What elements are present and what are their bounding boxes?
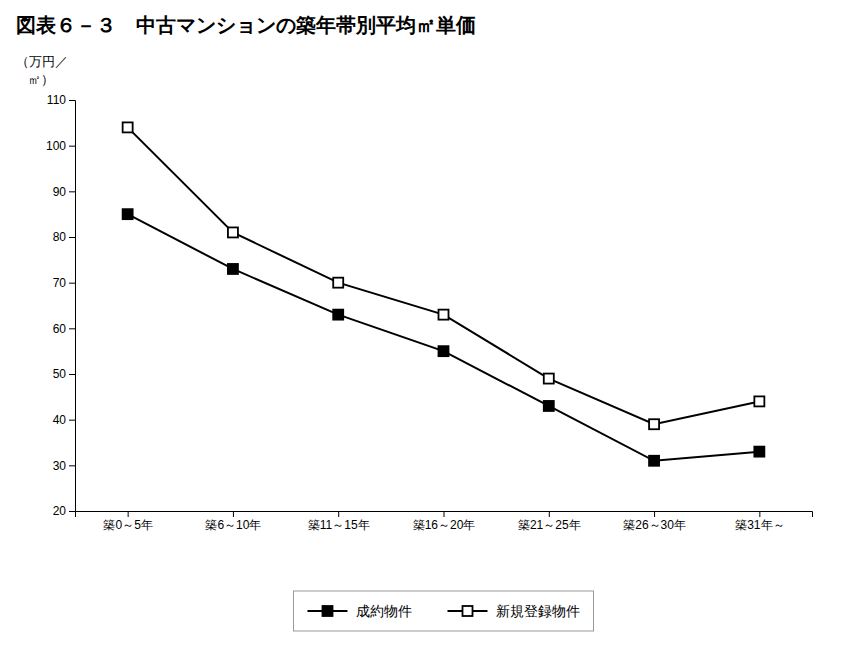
y-tick-mark [69, 283, 75, 284]
title: 図表６－３ 中古マンションの築年帯別平均㎡単価 [16, 13, 476, 37]
y-tick: 70 [53, 276, 75, 290]
line [128, 127, 760, 424]
y-axis-label: ㎡） [28, 72, 54, 87]
legend-item: 成約物件 [308, 603, 412, 619]
marks [123, 122, 765, 465]
y-tick-label: 70 [53, 276, 67, 290]
legend-marker [323, 606, 333, 616]
y-tick: 60 [53, 322, 75, 336]
y-tick: 40 [53, 413, 75, 427]
x-tick: 築16～20年 [413, 511, 476, 532]
y-axis: 20 30 40 50 60 70 80 90 100 110 [46, 93, 76, 518]
y-tick-mark [69, 328, 75, 329]
y-tick-mark [69, 191, 75, 192]
x-tick: 築0～5年 [103, 511, 152, 532]
legend-marker [463, 606, 473, 616]
x-axis: 築0～5年 築6～10年 築11～15年 築16～20年 築21～25年 築26～30年 築… [76, 511, 813, 532]
y-tick-label: 80 [53, 230, 67, 244]
marker [439, 346, 449, 356]
x-tick: 築26～30年 [623, 511, 686, 532]
chart: 図表６－３ 中古マンションの築年帯別平均㎡単価 （万円／ ㎡） 20 30 40 50 60 7… [0, 0, 842, 651]
series [123, 209, 765, 466]
x-tick-mark [654, 511, 655, 517]
y-tick-mark [69, 374, 75, 375]
y-tick-mark [69, 100, 75, 101]
y-tick-label: 20 [53, 504, 67, 518]
legend-items: 成約物件 新規登録物件 [308, 603, 580, 619]
plot: 20 30 40 50 60 70 80 90 100 110 築0～5年 築6～10年 築11～15年… [46, 93, 813, 531]
x-tick-label: 築16～20年 [413, 518, 476, 532]
marker [649, 419, 659, 429]
marker [544, 374, 554, 384]
x-axis-line [76, 512, 813, 518]
marker [649, 456, 659, 466]
x-tick-mark [759, 511, 760, 517]
y-tick: 50 [53, 367, 75, 381]
x-tick: 築11～15年 [308, 511, 370, 532]
marker [123, 209, 133, 219]
x-tick-label: 築11～15年 [308, 518, 370, 532]
y-tick-label: 30 [53, 459, 67, 473]
y-axis-line [69, 101, 76, 512]
y-tick: 80 [53, 230, 75, 244]
marker [123, 122, 133, 132]
y-tick: 90 [53, 185, 75, 199]
y-tick-label: 40 [53, 413, 67, 427]
legend-item: 新規登録物件 [448, 603, 580, 619]
marker [333, 310, 343, 320]
y-tick-label: 100 [46, 139, 66, 153]
x-tick-mark [444, 511, 445, 517]
y-tick-mark [69, 511, 75, 512]
marker [754, 447, 764, 457]
legend-box [294, 591, 594, 631]
line [128, 214, 760, 461]
marker [228, 264, 238, 274]
y-tick: 20 [53, 504, 75, 518]
x-tick-label: 築26～30年 [623, 518, 686, 532]
marker [439, 310, 449, 320]
y-axis-label: （万円／ [16, 54, 68, 69]
x-tick-mark [128, 511, 129, 517]
y-tick-label: 110 [47, 93, 66, 107]
y-tick-label: 90 [53, 185, 67, 199]
y-tick-label: 50 [53, 367, 67, 381]
y-tick: 30 [53, 459, 75, 473]
x-tick: 築21～25年 [518, 511, 581, 532]
x-tick: 築31年～ [735, 511, 784, 532]
x-tick-mark [338, 511, 339, 517]
marker [333, 278, 343, 288]
y-tick-label: 60 [53, 322, 67, 336]
x-tick-label: 築21～25年 [518, 518, 581, 532]
y-tick-mark [69, 146, 75, 147]
x-tick-mark [233, 511, 234, 517]
marker [544, 401, 554, 411]
series [123, 122, 765, 429]
x-tick-label: 築31年～ [735, 518, 784, 532]
marker [228, 227, 238, 237]
y-tick: 110 [47, 93, 75, 107]
y-tick-mark [69, 465, 75, 466]
marker [754, 396, 764, 406]
x-tick: 築6～10年 [205, 511, 261, 532]
x-tick-label: 築6～10年 [205, 518, 261, 532]
x-tick-label: 築0～5年 [103, 518, 152, 532]
legend-label: 新規登録物件 [496, 603, 580, 619]
legend-label: 成約物件 [356, 603, 412, 619]
y-tick-mark [69, 420, 75, 421]
x-tick-mark [549, 511, 550, 517]
y-tick: 100 [46, 139, 75, 153]
y-tick-mark [69, 237, 75, 238]
legend: 成約物件 新規登録物件 [294, 591, 594, 631]
